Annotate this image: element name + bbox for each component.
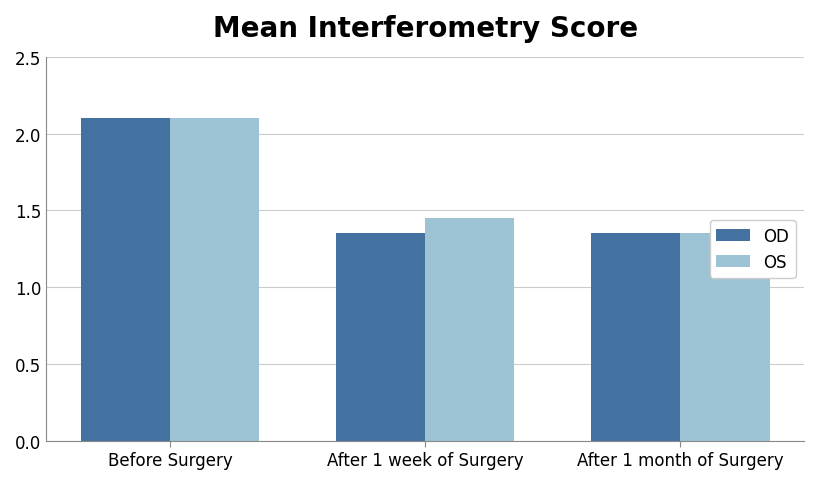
Bar (336, 234, 425, 440)
Bar (170, 119, 260, 440)
Bar (81, 119, 170, 440)
Title: Mean Interferometry Score: Mean Interferometry Score (213, 15, 638, 43)
Bar (681, 234, 770, 440)
Bar (425, 219, 514, 440)
Bar (591, 234, 681, 440)
Legend: OD, OS: OD, OS (710, 220, 796, 278)
